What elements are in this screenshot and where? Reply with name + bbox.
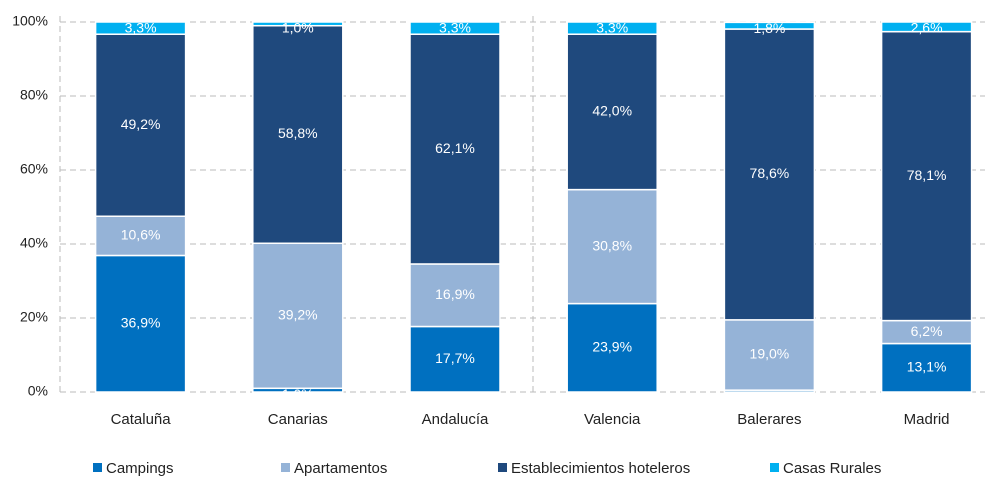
bar-segment	[409, 33, 501, 265]
bar-segment	[252, 21, 344, 27]
data-label: 30,8%	[592, 237, 632, 253]
legend-label: Apartamentos	[294, 460, 387, 477]
x-tick-label: Canarias	[268, 411, 328, 428]
data-label: 13,1%	[907, 358, 947, 374]
data-label: 1,0%	[282, 20, 314, 36]
bar-segment	[566, 188, 658, 305]
bar-segment	[409, 21, 501, 35]
data-label: 58,8%	[278, 125, 318, 141]
bar-segment	[94, 21, 187, 35]
bar-segment	[566, 21, 658, 35]
legend-marker	[281, 463, 290, 472]
data-label: 17,7%	[435, 350, 475, 366]
data-label: 16,9%	[435, 286, 475, 302]
data-label: 23,9%	[592, 338, 632, 354]
bar-segment	[252, 24, 344, 245]
x-tick-label: Madrid	[904, 411, 950, 428]
data-label: 39,2%	[278, 306, 318, 322]
x-tick-label: Andalucía	[422, 411, 489, 428]
bar-segment	[566, 33, 658, 191]
legend-marker	[770, 463, 779, 472]
bar-segment	[723, 21, 816, 30]
bar-segment	[880, 21, 973, 33]
data-label: 78,6%	[750, 165, 790, 181]
y-tick-label: 40%	[20, 235, 48, 251]
data-label: 19,0%	[750, 346, 790, 362]
data-label: 3,3%	[439, 20, 471, 36]
data-label: 1,0%	[282, 386, 314, 402]
data-label: 10,6%	[121, 227, 161, 243]
bar-segment	[94, 215, 187, 257]
y-tick-label: 20%	[20, 309, 48, 325]
y-tick-label: 100%	[12, 13, 48, 29]
x-tick-label: Valencia	[584, 411, 641, 428]
y-tick-label: 80%	[20, 87, 48, 103]
bar-segment	[566, 302, 658, 393]
legend-marker	[498, 463, 507, 472]
data-label: 1,8%	[753, 20, 785, 36]
data-label: 6,2%	[911, 323, 943, 339]
data-label: 36,9%	[121, 314, 161, 330]
y-tick-label: 60%	[20, 161, 48, 177]
data-label: 49,2%	[121, 116, 161, 132]
y-tick-label: 0%	[28, 383, 48, 399]
legend-label: Establecimientos hoteleros	[511, 460, 690, 477]
data-label: 3,3%	[596, 20, 628, 36]
legend-label: Casas Rurales	[783, 460, 881, 477]
bar-segment	[880, 342, 973, 393]
x-tick-label: Balerares	[737, 411, 801, 428]
bar-segment	[94, 33, 187, 217]
bar-segment	[723, 28, 816, 321]
data-label: 78,1%	[907, 167, 947, 183]
bar-segment	[723, 319, 816, 391]
data-label: 62,1%	[435, 140, 475, 156]
data-label: 0,5%	[753, 388, 785, 404]
legend-marker	[93, 463, 102, 472]
x-tick-label: Cataluña	[111, 411, 172, 428]
data-label: 2,6%	[911, 20, 943, 36]
legend-label: Campings	[106, 460, 174, 477]
data-label: 3,3%	[125, 20, 157, 36]
bar-segment	[880, 30, 973, 322]
data-label: 42,0%	[592, 103, 632, 119]
